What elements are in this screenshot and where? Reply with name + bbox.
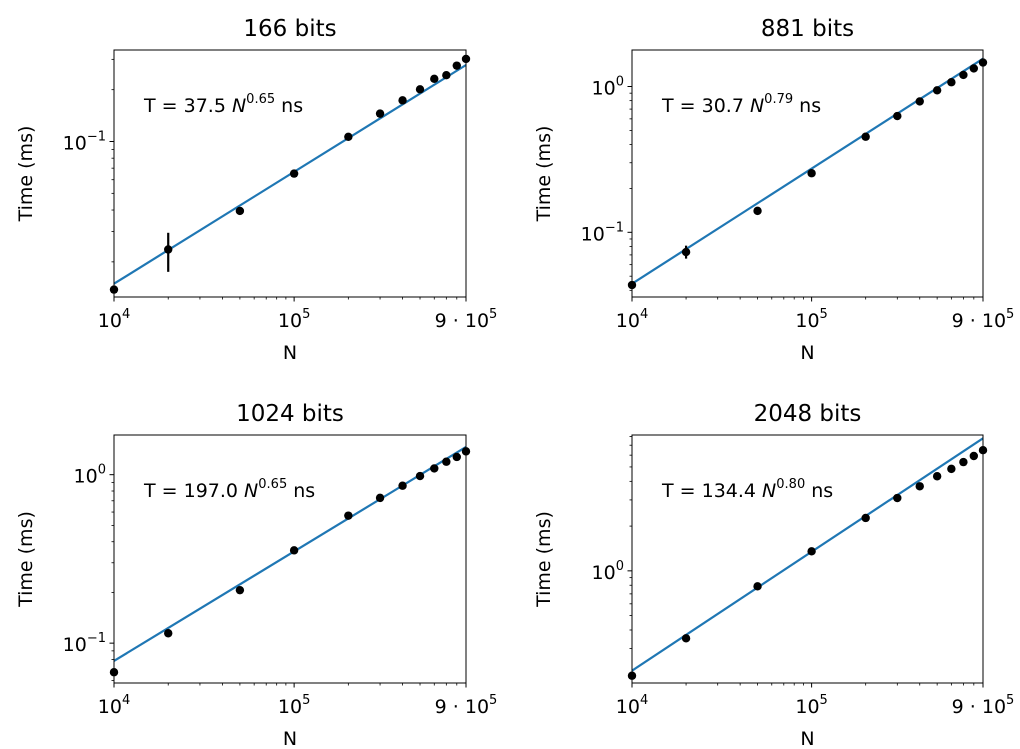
fit-annotation: T = 37.5 N0.65 ns [143,92,303,117]
y-tick-label: 10−1 [63,130,106,155]
data-point [681,247,691,257]
y-tick-label: 10−1 [63,631,106,656]
chart-title: 2048 bits [754,401,862,427]
data-point [235,585,245,595]
data-point [344,511,353,520]
data-point [375,493,385,503]
fit-line-group [632,437,983,672]
x-tick-label: 105 [278,307,310,332]
data-point [289,169,299,178]
data-point [164,245,173,254]
fit-annotation: T = 134.4 N0.80 ns [661,477,833,502]
x-axis-label: N [283,342,297,364]
x-axis-label: N [283,728,297,749]
axes-frame [631,434,984,684]
fit-line [632,437,983,672]
x-axis-label: N [800,728,814,749]
data-point [681,634,691,643]
axes-frame [113,49,467,298]
data-point [861,513,870,523]
data-point [932,86,942,95]
data-point [753,582,762,591]
axes-frame [631,49,984,298]
y-axis-label: Time (ms) [15,126,37,223]
data-point [398,481,407,490]
data-point [452,452,461,462]
data-point [959,70,968,80]
data-point [959,457,968,467]
data-point [969,64,979,73]
panel-2048-bits: 104 105 9 · 105 100 2048 bits N Time (ms) T = 1… [533,401,1014,749]
chart-title: 166 bits [243,16,336,42]
y-tick-label: 100 [74,463,106,488]
y-axis-label: Time (ms) [533,511,555,608]
data-point [415,471,425,481]
chart-title: 881 bits [761,16,854,42]
x-tick-label: 9 · 105 [435,307,498,332]
data-point [947,78,956,87]
data-point [861,132,870,141]
x-tick-label: 105 [795,307,827,332]
data-point [289,546,299,555]
y-axis-label: Time (ms) [15,511,37,608]
x-tick-label: 104 [98,693,130,718]
x-tick-label: 104 [98,307,130,332]
data-point [969,451,979,461]
data-point [807,547,816,556]
fit-line [114,445,466,662]
fit-line-group [114,445,466,662]
y-axis-label: Time (ms) [533,126,555,223]
data-point [398,96,407,105]
x-tick-label: 9 · 105 [952,693,1015,718]
x-tick-label: 104 [616,693,648,718]
data-point [452,61,461,70]
data-point [375,109,385,118]
y-tick-label: 100 [592,559,624,584]
x-tick-label: 104 [616,307,648,332]
x-tick-label: 105 [795,693,827,718]
data-point [915,482,924,491]
x-tick-label: 105 [278,693,310,718]
x-tick-label: 9 · 105 [952,307,1015,332]
data-point [415,85,425,94]
fit-annotation: T = 197.0 N0.65 ns [143,477,315,502]
x-tick-label: 9 · 105 [435,693,498,718]
y-tick-label: 10−1 [581,220,624,245]
fit-line-group [632,57,983,285]
data-point [235,206,245,216]
data-point [442,71,451,80]
data-point [932,472,942,481]
panel-166-bits: 104 105 9 · 105 10−1 166 bits N Time (ms) T = 3… [15,16,497,364]
fit-annotation: T = 30.7 N0.79 ns [661,92,821,117]
data-point [947,464,956,474]
data-point [753,206,762,216]
data-point [430,464,439,473]
y-tick-label: 100 [592,75,624,100]
panel-1024-bits: 104 105 9 · 105 10−1 100 1024 bits N Time (ms) T… [15,401,497,749]
data-point [430,74,439,84]
data-point [915,97,924,106]
panel-881-bits: 104 105 9 · 105 10−1 100 881 bits N Time (ms) T … [533,16,1014,364]
chart-title: 1024 bits [236,401,344,427]
axes-frame [113,434,467,684]
fit-line [632,57,983,285]
data-point [807,169,816,178]
data-point [164,629,173,638]
x-axis-label: N [800,342,814,364]
data-point [893,493,902,503]
data-point [442,457,451,466]
data-point [893,111,902,121]
data-point [344,132,353,141]
